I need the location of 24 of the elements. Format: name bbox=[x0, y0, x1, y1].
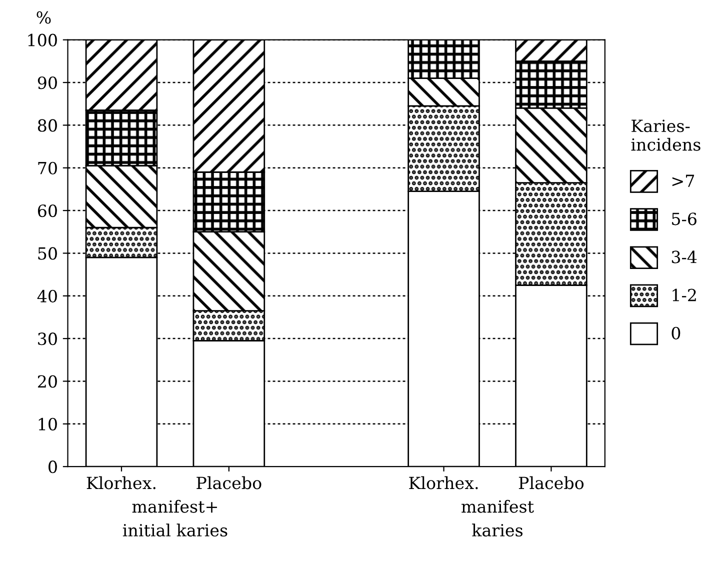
x-tick-label: Placebo bbox=[518, 476, 584, 490]
y-tick-label: 60 bbox=[38, 204, 57, 218]
x-tick-label: Klorhex. bbox=[409, 476, 478, 490]
text: manifest karies bbox=[462, 500, 534, 537]
x-tick-label: Klorhex. bbox=[86, 476, 156, 490]
y-tick-label: 10 bbox=[38, 418, 57, 430]
legend-label: 3-4 bbox=[672, 250, 697, 264]
legend-label: >7 bbox=[672, 174, 694, 187]
y-tick-label: 100 bbox=[28, 34, 57, 46]
y-tick-label: 20 bbox=[38, 375, 57, 388]
y-tick-label: 70 bbox=[38, 162, 57, 174]
y-tick-label: 90 bbox=[38, 76, 57, 90]
y-tick-label: 30 bbox=[38, 332, 57, 346]
legend-label: 0 bbox=[672, 326, 680, 340]
legend-label: 1-2 bbox=[672, 288, 696, 302]
text: manifest+ initial karies bbox=[122, 500, 228, 537]
x-tick-label: Placebo bbox=[196, 476, 262, 490]
y-tick-label: 80 bbox=[38, 119, 57, 132]
legend-title: Karies- incidens bbox=[631, 120, 700, 151]
y-tick-label: 0 bbox=[48, 460, 57, 474]
y-tick-label: 40 bbox=[37, 290, 57, 302]
y-tick-label: 50 bbox=[38, 247, 57, 260]
y-axis-title: % bbox=[36, 11, 51, 24]
legend-label: 5-6 bbox=[672, 212, 696, 226]
